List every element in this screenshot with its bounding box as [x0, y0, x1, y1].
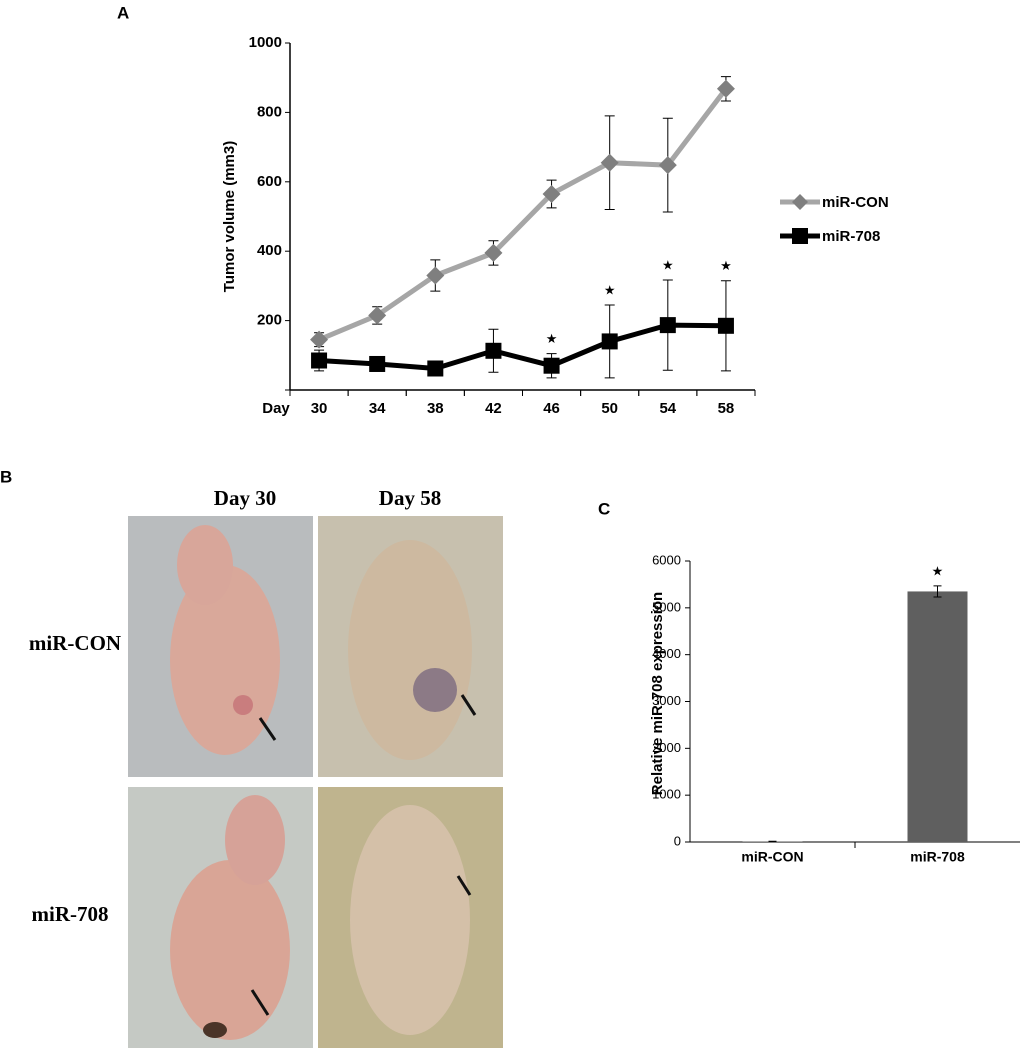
marker [543, 357, 560, 374]
legend-marker [792, 194, 808, 210]
annotation: ★ [932, 563, 944, 578]
y-tick-label: 400 [257, 242, 282, 259]
y-tick-label: 5000 [652, 599, 681, 614]
x-tick-label: 58 [718, 400, 735, 417]
y-tick-label: 6000 [652, 552, 681, 567]
photo-column-label: Day 30 [214, 486, 276, 510]
y-tick-label: 2000 [652, 740, 681, 755]
x-tick-label: 50 [601, 400, 618, 417]
x-tick-label: 30 [311, 400, 328, 417]
x-tick-label: 42 [485, 400, 502, 417]
y-axis-label: Tumor volume (mm3) [221, 141, 238, 292]
photo-column-label: Day 58 [379, 486, 441, 510]
x-tick-label: miR-708 [910, 849, 965, 865]
marker [601, 333, 618, 350]
x-tick-label: 38 [427, 400, 444, 417]
marker [368, 306, 387, 325]
legend-label: miR-CON [822, 194, 889, 211]
marker [485, 342, 502, 359]
y-tick-label: 4000 [652, 646, 681, 661]
x-axis-label: Day [262, 400, 290, 417]
error-bar [933, 585, 942, 598]
marker [484, 243, 503, 262]
y-tick-label: 800 [257, 103, 282, 120]
marker [600, 153, 619, 172]
photo [318, 787, 503, 1048]
y-tick-label: 1000 [652, 787, 681, 802]
marker [542, 184, 561, 203]
photo [128, 516, 313, 777]
bar [907, 591, 968, 842]
x-tick-label: 46 [543, 400, 560, 417]
y-tick-label: 0 [674, 833, 681, 848]
marker [369, 355, 386, 372]
annotation: ★ [662, 257, 674, 272]
annotation: ★ [604, 282, 616, 297]
y-tick-label: 3000 [652, 693, 681, 708]
x-tick-label: 54 [659, 400, 676, 417]
marker [658, 156, 677, 175]
annotation: ★ [720, 258, 732, 273]
marker [659, 317, 676, 334]
annotation: ★ [546, 331, 558, 346]
y-tick-label: 200 [257, 312, 282, 329]
x-tick-label: miR-CON [741, 849, 803, 865]
legend-label: miR-708 [822, 228, 880, 245]
marker [427, 360, 444, 377]
y-tick-label: 1000 [249, 34, 282, 51]
series-line [318, 87, 728, 342]
panel-label: B [0, 467, 12, 486]
photo-row-label: miR-CON [29, 631, 121, 655]
panel-label: A [117, 3, 129, 22]
marker [310, 330, 329, 349]
marker [311, 352, 328, 369]
marker [426, 266, 445, 285]
marker [716, 79, 735, 98]
photo [128, 787, 313, 1048]
y-tick-label: 600 [257, 173, 282, 190]
series-line [318, 322, 726, 372]
photo [318, 516, 503, 777]
legend-marker [792, 228, 808, 244]
x-tick-label: 34 [369, 400, 386, 417]
panel-label: C [598, 499, 610, 518]
photo-row-label: miR-708 [32, 902, 109, 926]
marker [717, 317, 734, 334]
y-axis-label: Relative miR-708 expression [649, 592, 666, 795]
